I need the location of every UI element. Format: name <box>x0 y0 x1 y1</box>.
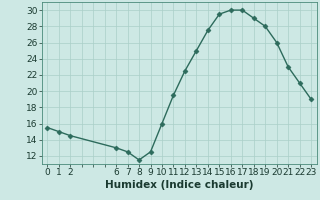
X-axis label: Humidex (Indice chaleur): Humidex (Indice chaleur) <box>105 180 253 190</box>
